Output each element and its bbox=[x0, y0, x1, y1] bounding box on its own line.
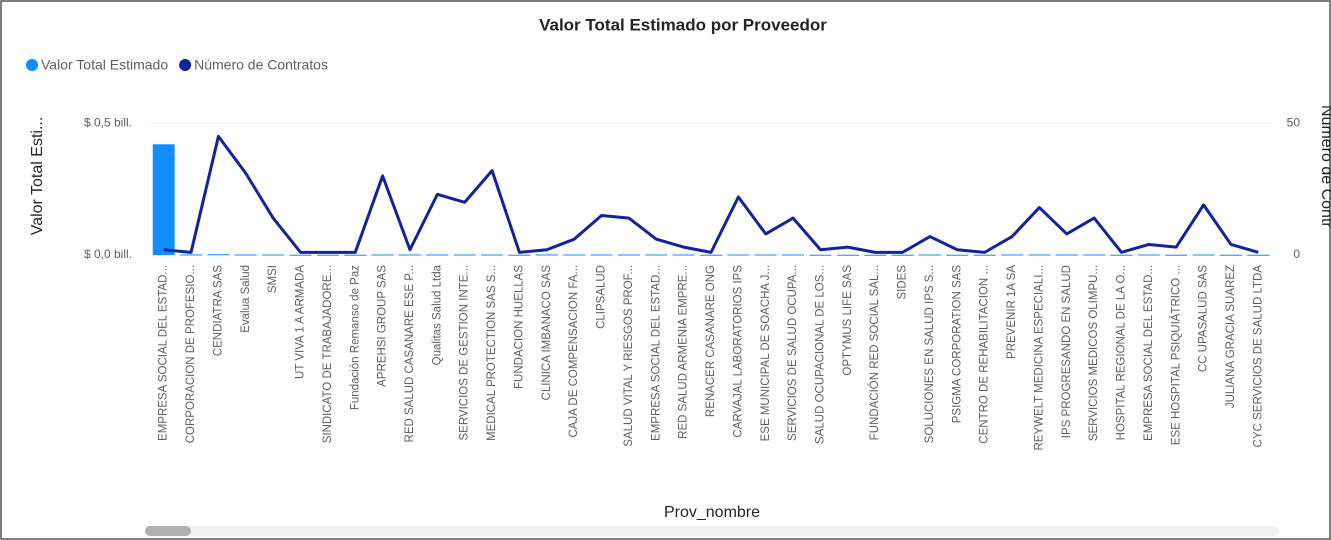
x-tick-label: ESE MUNICIPAL DE SOACHA J... bbox=[760, 265, 772, 441]
bar bbox=[1001, 254, 1023, 256]
legend-marker bbox=[179, 59, 192, 71]
x-tick-label: MEDICAL PROTECTION SAS S... bbox=[486, 265, 498, 441]
bar bbox=[289, 254, 312, 256]
x-tick-label: CARVAJAL LABORATORIOS IPS bbox=[732, 265, 744, 438]
bar bbox=[1192, 254, 1215, 256]
bar bbox=[535, 254, 558, 256]
x-axis-title: Prov_nombre bbox=[664, 504, 760, 521]
x-tick-label: CC UPASALUD SAS bbox=[1198, 265, 1210, 372]
y-tick-label: $ 0,0 bill. bbox=[84, 247, 132, 261]
x-tick-label: REYWELT MEDICINA ESPECIALI... bbox=[1033, 265, 1045, 451]
bar bbox=[426, 254, 449, 256]
bar bbox=[508, 254, 531, 256]
x-tick-label: JULIANA GRACIA SUAREZ bbox=[1225, 265, 1237, 408]
x-tick-label: CENTRO DE REHABILITACION ... bbox=[979, 265, 991, 444]
x-tick-label: Fundación Remanso de Paz bbox=[349, 265, 361, 410]
x-tick-label: HOSPITAL REGIONAL DE LA O... bbox=[1116, 265, 1128, 440]
bar bbox=[1083, 254, 1106, 256]
x-tick-label: Qualitas Salud Ltda bbox=[431, 264, 443, 365]
bar bbox=[700, 254, 722, 256]
x-tick-label: RED SALUD CASANARE ESE P... bbox=[404, 265, 416, 442]
legend-label: Valor Total Estimado bbox=[41, 57, 168, 73]
bar bbox=[672, 254, 695, 256]
x-tick-label: PREVENIR 1A SA bbox=[1006, 265, 1018, 359]
bar bbox=[234, 254, 257, 256]
bar bbox=[152, 144, 175, 255]
x-tick-label: EMPRESA SOCIAL DEL ESTAD... bbox=[158, 265, 170, 441]
x-tick-label: IPS PROGRESANDO EN SALUD bbox=[1061, 265, 1073, 438]
scrollbar-track[interactable] bbox=[145, 526, 1279, 536]
bar bbox=[399, 254, 421, 256]
x-tick-label: FUNDACION HUELLAS bbox=[513, 265, 525, 389]
x-tick-label: SERVICIOS DE GESTION INTE... bbox=[459, 265, 471, 441]
bar bbox=[1220, 254, 1242, 256]
x-tick-label: CORPORACION DE PROFESIO... bbox=[185, 265, 197, 443]
bar bbox=[973, 254, 996, 256]
y-tick-label: $ 0,5 bill. bbox=[84, 115, 132, 129]
bar bbox=[891, 254, 914, 256]
x-tick-label: SERVICIOS DE SALUD OCUPA... bbox=[787, 265, 799, 441]
x-tick-label: SINDICATO DE TRABAJADORE... bbox=[322, 265, 334, 443]
x-tick-label: CLINICA IMBANACO SAS bbox=[541, 265, 553, 401]
bar bbox=[918, 254, 941, 256]
legend-marker bbox=[26, 59, 38, 71]
x-tick-label: APREHSI GROUP SAS bbox=[377, 265, 389, 387]
y-axis-title: Valor Total Esti... bbox=[29, 117, 46, 236]
bar bbox=[316, 254, 339, 256]
bar bbox=[809, 254, 832, 256]
x-tick-label: EMPRESA SOCIAL DEL ESTAD... bbox=[650, 265, 662, 441]
x-tick-label: RENACER CASANARE ONG bbox=[705, 265, 717, 417]
bar bbox=[1247, 254, 1270, 256]
x-tick-label: SALUD OCUPACIONAL DE LOS... bbox=[814, 265, 826, 444]
x-tick-label: Evalua Salud bbox=[240, 265, 252, 333]
chart-title: Valor Total Estimado por Proveedor bbox=[539, 15, 827, 34]
x-tick-label: FUNDACIÓN RED SOCIAL SAL... bbox=[868, 265, 881, 440]
bar bbox=[727, 254, 750, 256]
scrollbar-thumb[interactable] bbox=[145, 526, 191, 536]
bar bbox=[645, 254, 668, 256]
x-tick-label: SIDES bbox=[897, 265, 909, 300]
bar bbox=[1137, 254, 1160, 256]
bar bbox=[1110, 254, 1133, 256]
x-tick-label: SERVICIOS MEDICOS OLIMPU... bbox=[1088, 265, 1100, 441]
bar bbox=[453, 254, 476, 256]
bar bbox=[617, 254, 640, 256]
x-tick-label: SALUD VITAL Y RIESGOS PROF... bbox=[623, 265, 635, 447]
x-tick-label: CAJA DE COMPENSACION FA... bbox=[568, 265, 580, 438]
x-tick-label: UT VIVA 1 A ARMADA bbox=[295, 265, 307, 379]
y2-tick-label: 50 bbox=[1287, 115, 1301, 129]
bar bbox=[563, 254, 586, 256]
x-tick-label: SMSI bbox=[267, 265, 279, 293]
bar bbox=[946, 254, 969, 256]
bar bbox=[590, 254, 613, 256]
x-tick-label: OPTYMUS LIFE SAS bbox=[842, 265, 854, 376]
x-tick-label: CYC SERVICIOS DE SALUD LTDA bbox=[1252, 265, 1264, 448]
line bbox=[163, 134, 1259, 254]
x-tick-label: EMPRESA SOCIAL DEL ESTAD... bbox=[1143, 265, 1155, 441]
x-tick-label: SOLUCIONES EN SALUD IPS S... bbox=[924, 265, 936, 443]
bar bbox=[754, 254, 777, 256]
x-tick-label: PSIGMA CORPORATION SAS bbox=[951, 265, 963, 424]
bar bbox=[1028, 254, 1051, 256]
x-tick-label: CLIPSALUD bbox=[596, 265, 608, 329]
y2-tick-label: 0 bbox=[1293, 247, 1300, 261]
bar bbox=[1165, 254, 1188, 256]
bar bbox=[344, 254, 367, 256]
bar bbox=[180, 254, 202, 256]
bar bbox=[836, 254, 859, 256]
bar bbox=[262, 254, 285, 256]
x-tick-label: RED SALUD ARMENIA EMPRE... bbox=[678, 265, 690, 439]
y2-axis-title: Número de Contr bbox=[1318, 105, 1331, 228]
x-tick-label: CENDIATRA SAS bbox=[212, 265, 224, 356]
legend-label: Número de Contratos bbox=[194, 57, 328, 73]
bar bbox=[207, 254, 230, 256]
bar bbox=[864, 254, 887, 256]
bar bbox=[1055, 254, 1078, 256]
bar bbox=[481, 254, 504, 256]
x-tick-label: ESE HOSPITAL PSIQUIÁTRICO ... bbox=[1169, 265, 1182, 445]
bar bbox=[371, 254, 394, 256]
bar bbox=[782, 254, 805, 256]
